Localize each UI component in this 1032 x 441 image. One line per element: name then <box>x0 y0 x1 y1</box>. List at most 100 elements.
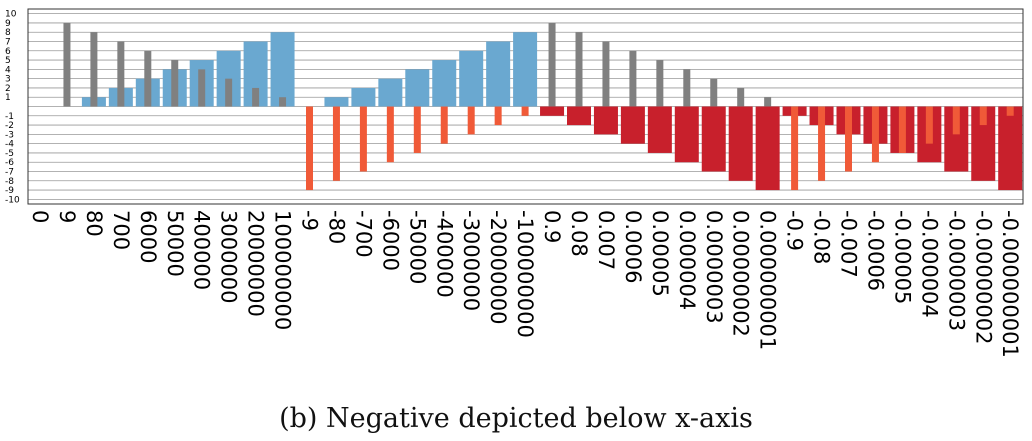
bars <box>63 22 1023 191</box>
bar-positive <box>270 32 295 107</box>
bar-positive <box>575 32 583 107</box>
bar-negative <box>898 106 906 153</box>
bar-positive <box>513 32 538 107</box>
x-tick-label: -0.000000001 <box>998 210 1022 358</box>
bar-positive <box>90 32 98 107</box>
x-tick-label: 9 <box>55 210 79 223</box>
bar-positive <box>117 41 125 107</box>
y-tick-label: 1 <box>5 93 11 103</box>
bar-positive <box>252 87 260 107</box>
bar-negative <box>413 106 421 153</box>
figure-caption: (b) Negative depicted below x-axis <box>279 403 753 434</box>
x-tick-label: -0.9 <box>783 210 807 251</box>
x-tick-label: 0.0000003 <box>702 210 726 324</box>
x-tick-label: -9 <box>298 210 322 231</box>
bar-negative <box>979 106 987 126</box>
bar-negative <box>755 106 780 191</box>
bar-positive <box>279 97 287 107</box>
bar-positive <box>548 22 556 107</box>
bar-negative <box>818 106 826 181</box>
x-tick-labels: 0 9 80 700 6000 50000 400000 3000000 20000000 100… <box>28 210 1022 358</box>
bar-positive <box>198 69 206 107</box>
y-tick-label: 8 <box>5 28 11 38</box>
x-tick-label: -0.00000002 <box>971 210 995 345</box>
x-tick-label: -0.00005 <box>890 210 914 304</box>
bar-negative <box>386 106 394 163</box>
bar-positive <box>683 69 691 107</box>
x-tick-label: 0.08 <box>567 210 591 257</box>
bar-negative <box>647 106 672 153</box>
x-tick-label: 20000000 <box>244 210 268 317</box>
y-tick-label: -9 <box>5 186 14 196</box>
x-tick-label: 80 <box>82 210 106 237</box>
x-tick-label: -0.08 <box>810 210 834 264</box>
x-tick-label: 700 <box>109 210 133 250</box>
x-tick-label: -20000000 <box>486 210 510 324</box>
x-tick-label: 0 <box>28 210 52 223</box>
x-tick-label: 400000 <box>190 210 214 290</box>
y-tick-label: 10 <box>5 10 17 20</box>
bar-negative <box>521 106 529 116</box>
bar-negative <box>728 106 753 181</box>
x-tick-label: 3000000 <box>217 210 241 304</box>
bar-positive <box>225 78 233 107</box>
y-tick-label: -3 <box>5 130 14 140</box>
bar-negative <box>845 106 852 172</box>
y-tick-label: 2 <box>5 84 11 94</box>
bar-positive <box>737 87 745 107</box>
bar-negative <box>674 106 699 163</box>
bar-positive <box>351 87 376 107</box>
y-tick-label: -2 <box>5 121 14 131</box>
x-tick-label: -3000000 <box>459 210 483 311</box>
y-tick-label: 6 <box>5 47 11 57</box>
x-tick-label: 6000 <box>136 210 160 263</box>
bar-negative <box>791 106 799 191</box>
bar-positive <box>710 78 718 107</box>
bar-negative <box>593 106 618 135</box>
bar-negative <box>567 106 591 126</box>
bar-negative <box>1006 106 1014 116</box>
y-tick-label: -6 <box>5 158 14 168</box>
y-tick-label: 5 <box>5 56 11 66</box>
bar-negative <box>306 106 313 191</box>
bar-positive <box>629 50 637 107</box>
x-tick-label: -50000 <box>405 210 429 284</box>
y-tick-label: 7 <box>5 38 11 48</box>
bar-negative <box>952 106 960 135</box>
x-tick-label: 0.00000002 <box>729 210 753 337</box>
x-tick-label: -0.0000003 <box>944 210 968 331</box>
bar-negative <box>701 106 726 172</box>
x-tick-label: -400000 <box>432 210 456 298</box>
bar-positive <box>378 78 403 107</box>
bar-positive <box>324 97 349 107</box>
bar-positive <box>459 50 484 107</box>
bar-positive <box>486 41 511 107</box>
bar-positive <box>764 97 772 107</box>
bar-negative <box>494 106 502 126</box>
x-tick-label: -6000 <box>378 210 402 271</box>
plot-frame <box>27 8 1024 205</box>
bar-negative <box>871 106 879 163</box>
x-tick-label: -700 <box>351 210 375 258</box>
bar-negative <box>998 106 1023 191</box>
bar-negative <box>440 106 448 144</box>
bar-positive <box>405 69 430 107</box>
y-tick-label: -5 <box>5 149 14 159</box>
x-tick-label: -80 <box>324 210 348 244</box>
y-tick-label: 9 <box>5 19 11 29</box>
bar-negative <box>467 106 475 135</box>
x-tick-label: 0.000004 <box>675 210 699 310</box>
x-tick-label: -0.007 <box>837 210 861 278</box>
y-tick-label: -4 <box>5 140 14 150</box>
bar-negative <box>540 106 565 116</box>
x-tick-label: 0.9 <box>540 210 564 243</box>
bar-negative <box>620 106 645 144</box>
x-tick-label: 50000 <box>163 210 187 277</box>
y-tick-label: -7 <box>5 168 14 178</box>
y-tick-label: -10 <box>5 195 20 205</box>
x-tick-label: 0.007 <box>594 210 618 270</box>
x-tick-label: -0.0006 <box>863 210 887 291</box>
bar-positive <box>602 41 610 107</box>
